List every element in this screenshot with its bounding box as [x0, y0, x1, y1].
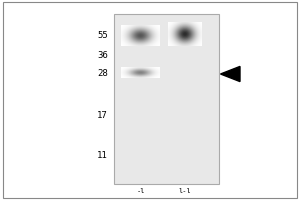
Text: -l: -l	[137, 188, 145, 194]
Text: 17: 17	[97, 112, 108, 120]
Text: 36: 36	[97, 51, 108, 60]
Text: l-l: l-l	[178, 188, 191, 194]
Bar	[114, 14, 219, 184]
Text: 28: 28	[97, 70, 108, 78]
Text: 11: 11	[97, 152, 108, 160]
Text: 55: 55	[97, 31, 108, 40]
Polygon shape	[220, 66, 240, 82]
